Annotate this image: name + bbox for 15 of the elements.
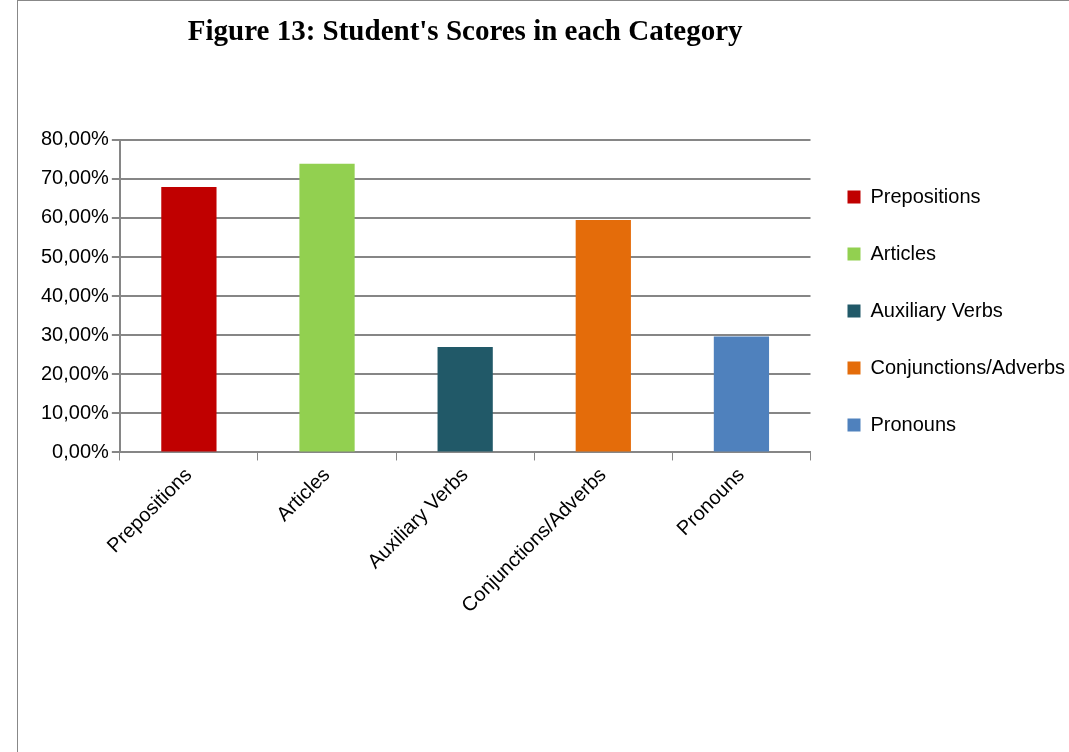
legend-label: Auxiliary Verbs [870,298,1003,321]
y-tick-label: 0,00% [52,439,110,462]
y-tick-label: 40,00% [40,283,110,306]
chart-title: Figure 13: Student's Scores in each Category [187,13,744,46]
y-tick-label: 30,00% [40,322,110,345]
legend-label: Conjunctions/Adverbs [870,355,1066,378]
y-tick-label: 50,00% [40,244,110,267]
legend-label: Pronouns [870,412,957,435]
y-tick-label: 80,00% [40,127,110,150]
legend-label: Prepositions [870,184,981,207]
legend-label: Articles [870,241,937,264]
y-tick-label: 70,00% [40,166,110,189]
y-tick-label: 20,00% [40,361,110,384]
y-tick-label: 60,00% [40,205,110,228]
y-tick-label: 10,00% [40,400,110,423]
